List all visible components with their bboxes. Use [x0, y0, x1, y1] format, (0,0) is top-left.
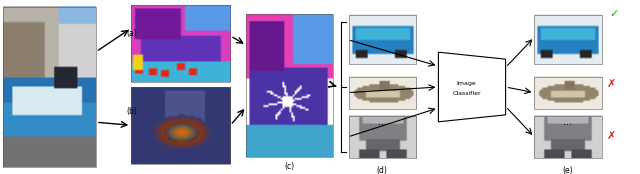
Polygon shape [438, 52, 506, 122]
Bar [131, 5, 230, 82]
Text: (c): (c) [284, 162, 294, 171]
Text: ...: ... [563, 117, 572, 127]
Text: (d): (d) [377, 166, 387, 174]
Bar [534, 15, 602, 64]
Bar [534, 116, 602, 158]
Bar [349, 15, 416, 64]
Text: (b): (b) [126, 107, 137, 116]
Text: ✓: ✓ [610, 9, 619, 19]
Bar [349, 77, 416, 109]
Bar [534, 77, 602, 109]
Text: ...: ... [378, 117, 387, 127]
Text: Image: Image [457, 81, 477, 86]
Text: (e): (e) [563, 166, 573, 174]
Bar [349, 116, 416, 158]
Bar [246, 14, 333, 157]
Text: (a): (a) [126, 29, 137, 38]
Bar [131, 87, 230, 164]
Text: ✗: ✗ [607, 78, 616, 89]
Text: Classifier: Classifier [452, 92, 481, 96]
Text: ✗: ✗ [607, 131, 616, 141]
Bar [3, 7, 96, 167]
